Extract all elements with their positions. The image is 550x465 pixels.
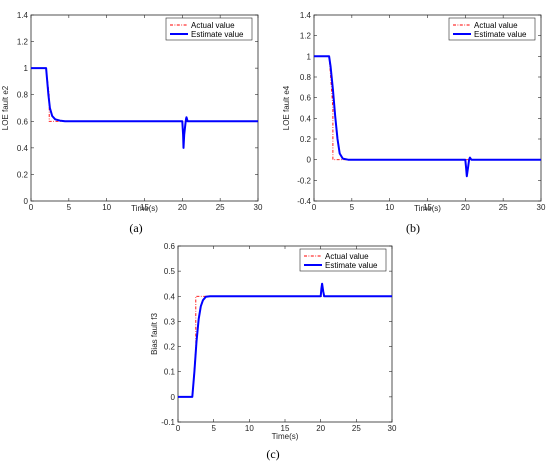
y-tick-label: 0.4: [164, 292, 176, 301]
panel-label-a: (a): [129, 221, 142, 235]
y-tick-label: 0.6: [300, 94, 312, 103]
x-tick-label: 20: [316, 424, 325, 433]
y-tick-label: 0.2: [17, 170, 29, 179]
y-tick-label: 0.8: [17, 91, 29, 100]
y-tick-label: 1.2: [300, 32, 312, 41]
y-tick-label: 0.4: [17, 144, 29, 153]
x-tick-label: 30: [537, 203, 546, 212]
chart-b: 0 5 10 15 20 25 30 -0.4 -0.2 0 0.2 0.4 0.6 0.8 1 1.2 1.4…: [282, 11, 546, 235]
y-tick-label: 0.4: [300, 114, 312, 123]
x-tick-label: 30: [388, 424, 397, 433]
x-tick-label: 5: [211, 424, 216, 433]
series-line-estimate: [314, 55, 541, 178]
legend-label: Actual value: [191, 21, 235, 30]
plot-area-a: [30, 14, 259, 202]
x-tick-label: 25: [216, 203, 225, 212]
x-tick-label: 5: [67, 203, 72, 212]
x-tick-label: 20: [178, 203, 187, 212]
x-tick-label: 0: [176, 424, 181, 433]
panel-label-c: (c): [266, 447, 279, 461]
chart-c: 0 5 10 15 20 25 30-0.100.10.20.30.40.50.6 Actu…: [150, 242, 397, 461]
plot-area-b: [313, 14, 542, 202]
y-tick-label: 0.8: [300, 73, 312, 82]
panel-label-b: (b): [406, 221, 420, 235]
y-tick-label: 0.5: [164, 267, 176, 276]
series-line-estimate: [178, 282, 392, 398]
x-tick-label: 5: [350, 203, 355, 212]
chart-a: 0 5 10 15 20 25 30 0 0.2 0.4 0.6 0.8 1 1.2 1.4 Actual …: [1, 11, 263, 235]
x-tick-label: 15: [281, 424, 290, 433]
x-axis-label-c: Time(s): [272, 432, 299, 441]
x-tick-label: 15: [423, 203, 432, 212]
y-tick-label: 1.4: [17, 11, 29, 20]
y-tick-label: 0: [307, 156, 312, 165]
plot-area-c: [177, 245, 393, 423]
x-tick-label: 10: [102, 203, 111, 212]
x-tick-label: 0: [29, 203, 34, 212]
y-tick-label: 1.2: [17, 38, 29, 47]
x-tick-label: 0: [312, 203, 317, 212]
legend-label: Estimate value: [325, 261, 378, 270]
y-tick-label: 0.2: [164, 343, 176, 352]
x-tick-label: 20: [461, 203, 470, 212]
legend-label: Actual value: [474, 21, 518, 30]
y-tick-label: 0.6: [17, 117, 29, 126]
x-tick-label: 30: [254, 203, 263, 212]
x-tick-label: 10: [245, 424, 254, 433]
x-tick-label: 25: [352, 424, 361, 433]
y-tick-label: 1: [307, 52, 312, 61]
y-tick-label: 0.2: [300, 135, 312, 144]
y-tick-label: 0.6: [164, 242, 176, 251]
x-tick-label: 15: [140, 203, 149, 212]
y-axis-label-c: Bias fault f3: [150, 313, 159, 355]
legend-label: Estimate value: [191, 30, 244, 39]
y-axis-label-a: LOE fault e2: [1, 85, 10, 130]
x-axis-label-b: Time(s): [414, 204, 441, 213]
series-line-estimate: [31, 67, 258, 149]
x-tick-label: 10: [385, 203, 394, 212]
y-tick-label: 0.3: [164, 317, 176, 326]
y-tick-label: 1: [24, 64, 29, 73]
x-tick-label: 25: [499, 203, 508, 212]
y-tick-label: -0.4: [297, 197, 311, 206]
y-tick-label: 1.4: [300, 11, 312, 20]
y-axis-label-b: LOE fault e4: [282, 85, 291, 130]
y-tick-label: 0.1: [164, 368, 176, 377]
x-axis-label-a: Time(s): [131, 204, 158, 213]
y-tick-label: 0: [171, 393, 176, 402]
legend-label: Actual value: [325, 252, 369, 261]
y-tick-label: -0.2: [297, 176, 311, 185]
y-tick-label: 0: [24, 197, 29, 206]
y-tick-label: -0.1: [161, 418, 175, 427]
legend-label: Estimate value: [474, 30, 527, 39]
